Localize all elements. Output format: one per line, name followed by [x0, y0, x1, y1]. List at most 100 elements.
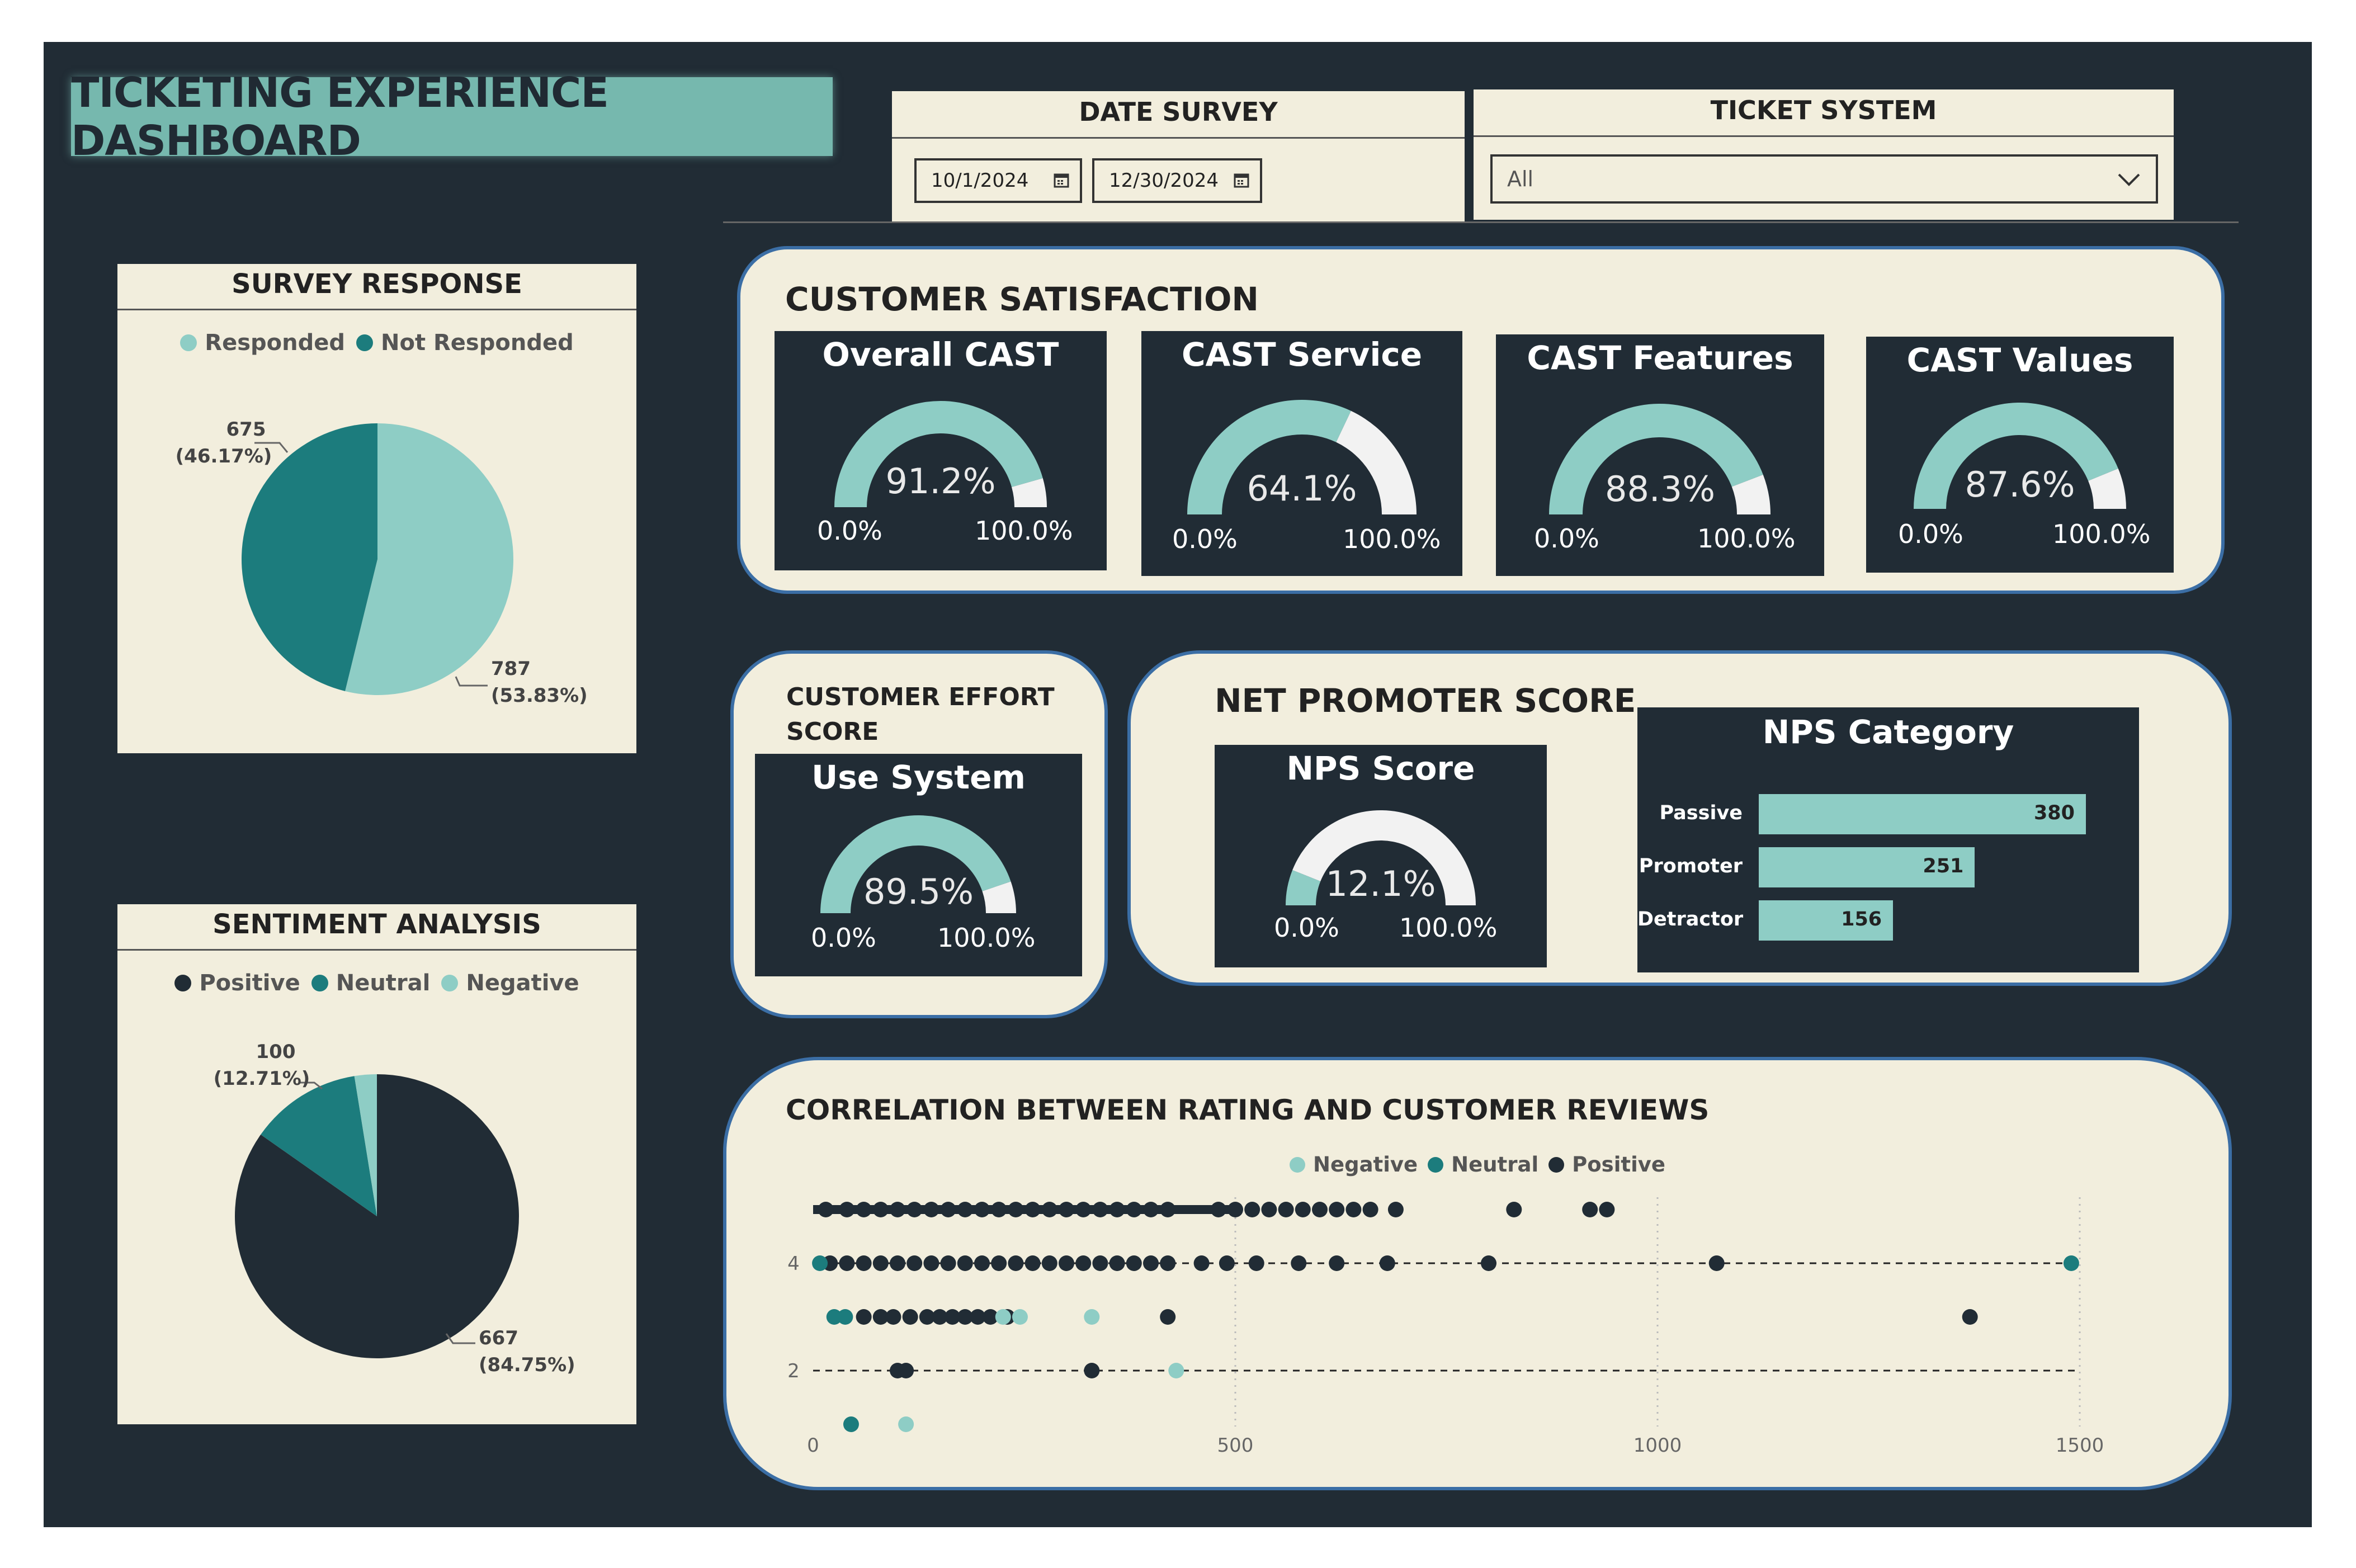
gauge-value-arc — [1549, 404, 1763, 514]
gauge-remainder-arc — [1731, 474, 1770, 514]
gauge-value-arc — [820, 815, 1011, 913]
nps-bar — [1759, 900, 1894, 941]
scatter-point-positive — [1059, 1255, 1074, 1271]
scatter-point-positive — [1160, 1255, 1176, 1271]
date-start-value: 10/1/2024 — [931, 169, 1029, 192]
scatter-point-positive — [1481, 1255, 1496, 1271]
correlation-panel: CORRELATION BETWEEN RATING AND CUSTOMER … — [723, 1057, 2232, 1490]
gauge-arc — [1187, 400, 1417, 514]
legend-responded: Responded — [205, 330, 345, 356]
gauge-value-arc — [1187, 400, 1351, 514]
gauge-max: 100.0% — [1343, 524, 1441, 554]
scatter-point-positive — [1059, 1202, 1074, 1217]
scatter-point-positive — [1084, 1363, 1100, 1378]
pie-label-count: 675 — [226, 418, 266, 441]
scatter-point-positive — [839, 1202, 855, 1217]
date-start-input[interactable]: 10/1/2024 — [914, 158, 1082, 203]
scatter-point-positive — [1210, 1202, 1226, 1217]
scatter-point-positive — [957, 1255, 973, 1271]
ticket-system-filter: TICKET SYSTEM All — [1474, 89, 2174, 220]
scatter-point-positive — [1109, 1202, 1125, 1217]
calendar-icon[interactable] — [1053, 172, 1070, 188]
scatter-point-positive — [1312, 1202, 1328, 1217]
ticket-system-value: All — [1507, 167, 1534, 191]
nps-category-title: NPS Category — [1762, 713, 2014, 751]
legend-positive: Positive — [1572, 1153, 1665, 1177]
gauge-value: 88.3% — [1605, 469, 1715, 509]
scatter-point-positive — [957, 1309, 973, 1325]
nps-title: NET PROMOTER SCORE — [1215, 682, 1636, 720]
gauge-min: 0.0% — [817, 516, 882, 546]
pie-label-pct: (53.83%) — [491, 684, 588, 707]
legend-swatch-negative — [441, 975, 459, 991]
nps-bar-label: Promoter — [1639, 855, 1743, 877]
date-end-value: 12/30/2024 — [1109, 169, 1219, 192]
gauge-cast-values: CAST Values 87.6% 0.0% 100.0% — [1866, 337, 2174, 573]
gauge-cast-features: CAST Features 88.3% 0.0% 100.0% — [1496, 334, 1824, 576]
scatter-point-positive — [945, 1309, 961, 1325]
gauge-min: 0.0% — [1172, 524, 1238, 554]
gauge-title: Overall CAST — [822, 336, 1059, 374]
scatter-point-positive — [1506, 1202, 1522, 1217]
scatter-point-positive — [1278, 1202, 1294, 1217]
gauge-max: 100.0% — [1399, 913, 1498, 943]
gauge-value: 64.1% — [1247, 468, 1357, 509]
scatter-point-positive — [932, 1309, 948, 1325]
scatter-point-positive — [940, 1255, 956, 1271]
scatter-point-positive — [1227, 1202, 1243, 1217]
survey-response-panel: SURVEY RESPONSE Responded Not Responded … — [117, 264, 636, 753]
gauge-arc — [1914, 402, 2126, 509]
gauge-remainder-arc — [2088, 468, 2126, 509]
scatter-point-positive — [1345, 1202, 1362, 1217]
legend-swatch-responded — [180, 334, 197, 351]
gauge-title: NPS Score — [1286, 749, 1475, 787]
legend-negative: Negative — [466, 970, 579, 996]
gauge-max: 100.0% — [975, 516, 1073, 546]
date-survey-label: DATE SURVEY — [1079, 97, 1278, 127]
scatter-point-positive — [898, 1363, 914, 1378]
scatter-point-positive — [1193, 1255, 1210, 1271]
legend-neutral: Neutral — [1451, 1153, 1539, 1177]
correlation-title: CORRELATION BETWEEN RATING AND CUSTOMER … — [786, 1094, 1710, 1126]
scatter-point-neutral — [826, 1309, 842, 1325]
scatter-point-positive — [1008, 1202, 1024, 1217]
chevron-down-icon[interactable] — [2117, 171, 2141, 188]
nps-bar — [1759, 847, 1975, 887]
pie-label-not-responded: 675 (46.17%) — [151, 416, 296, 470]
scatter-point-positive — [1219, 1255, 1235, 1271]
scatter-point-positive — [856, 1309, 872, 1325]
scatter-point-positive — [902, 1309, 918, 1325]
gauge-min: 0.0% — [1898, 519, 1963, 549]
pie-label-count: 787 — [491, 658, 531, 680]
nps-bar — [1759, 794, 2086, 834]
date-survey-filter: DATE SURVEY 10/1/2024 12/30/2024 — [892, 91, 1465, 221]
x-tick-label: 500 — [1217, 1434, 1254, 1457]
scatter-point-positive — [1362, 1202, 1378, 1217]
calendar-icon[interactable] — [1233, 172, 1250, 188]
pie-label-neutral: 100 (12.71%) — [206, 1038, 318, 1092]
scatter-point-positive — [1329, 1202, 1345, 1217]
scatter-point-positive — [1041, 1255, 1057, 1271]
scatter-point-positive — [1143, 1202, 1159, 1217]
scatter-point-positive — [1379, 1255, 1395, 1271]
nps-bar-value: 156 — [1841, 908, 1882, 931]
scatter-point-positive — [890, 1255, 905, 1271]
scatter-point-positive — [1109, 1255, 1125, 1271]
scatter-point-positive — [906, 1202, 923, 1217]
scatter-point-positive — [1599, 1202, 1615, 1217]
ticket-system-select[interactable]: All — [1490, 154, 2158, 204]
gauge-value-arc — [1286, 870, 1321, 905]
gauge-min: 0.0% — [811, 923, 876, 953]
legend-positive: Positive — [199, 970, 300, 996]
gauge-arc — [834, 401, 1047, 507]
ticket-system-label: TICKET SYSTEM — [1710, 95, 1937, 125]
ticket-system-divider — [1474, 135, 2174, 137]
nps-bar-value: 380 — [2033, 802, 2075, 824]
customer-effort-title-line2: SCORE — [786, 717, 879, 746]
scatter-point-neutral — [837, 1309, 853, 1325]
date-end-input[interactable]: 12/30/2024 — [1092, 158, 1262, 203]
scatter-point-neutral — [843, 1416, 859, 1432]
dashboard-title-box: TICKETING EXPERIENCE DASHBOARD — [71, 69, 833, 165]
legend-swatch-neutral — [311, 975, 328, 991]
date-survey-divider — [892, 137, 1465, 139]
